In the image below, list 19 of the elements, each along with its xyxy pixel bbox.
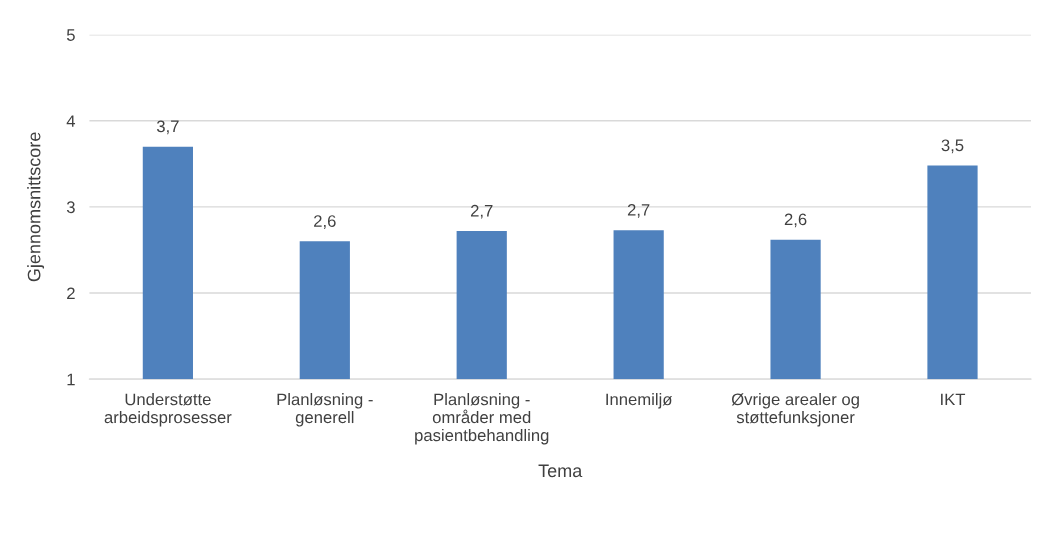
y-tick-label: 3 [66, 201, 75, 214]
y-tick-label: 2 [67, 287, 75, 300]
y-tick-label: 1 [67, 373, 75, 386]
x-tick-label: Planløsning - generell [277, 393, 373, 427]
y-axis-title: Gjennomsnittscore [27, 132, 45, 282]
data-label: 2,6 [314, 215, 336, 229]
data-label: 3,5 [941, 139, 964, 154]
x-axis-title: Tema [538, 464, 583, 478]
x-tick-label: Understøtte arbeidsprosesser [104, 393, 232, 427]
x-tick-label: Planløsning - områder med pasientbehandling [415, 393, 549, 445]
x-tick-label: IKT [941, 393, 966, 406]
data-label: 3,7 [156, 120, 179, 135]
x-tick-label: Innemiljø [606, 393, 673, 409]
y-tick-label: 4 [66, 115, 76, 127]
data-label: 2,6 [784, 213, 807, 228]
y-tick-label: 5 [66, 29, 75, 41]
data-label: 2,7 [470, 204, 493, 219]
data-label: 2,7 [627, 203, 650, 218]
x-tick-label: Øvrige arealer og støttefunksjoner [731, 393, 859, 427]
